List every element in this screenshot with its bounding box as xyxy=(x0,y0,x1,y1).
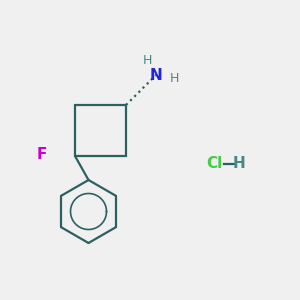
Text: H: H xyxy=(169,71,179,85)
Text: F: F xyxy=(37,147,47,162)
Text: H: H xyxy=(142,53,152,67)
Text: N: N xyxy=(150,68,162,82)
Text: H: H xyxy=(232,156,245,171)
Text: Cl: Cl xyxy=(206,156,223,171)
